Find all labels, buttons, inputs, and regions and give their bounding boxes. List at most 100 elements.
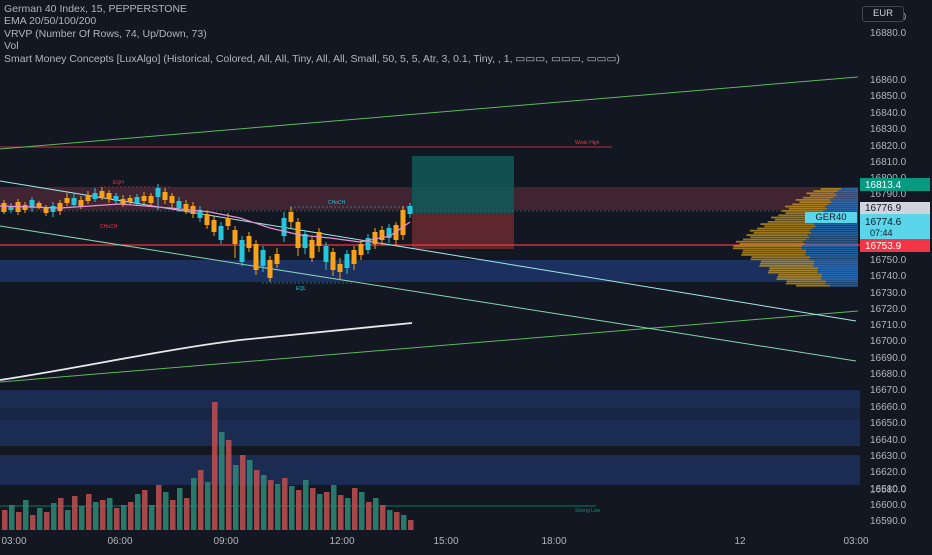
vol-legend[interactable]: Vol bbox=[4, 40, 19, 53]
profile-row-down bbox=[829, 199, 858, 201]
candle-body bbox=[169, 196, 175, 203]
volume-bars bbox=[2, 402, 414, 530]
profile-row-up bbox=[735, 240, 804, 243]
profile-row-down bbox=[805, 251, 858, 254]
profile-row-down bbox=[833, 196, 858, 199]
profile-row-down bbox=[806, 249, 858, 252]
volume-bar bbox=[345, 498, 351, 530]
volume-bar bbox=[86, 494, 92, 530]
volume-bar bbox=[177, 488, 183, 530]
volume-bar bbox=[93, 502, 99, 530]
profile-row-up bbox=[820, 188, 842, 190]
volume-bar bbox=[289, 486, 295, 530]
volume-bar bbox=[324, 492, 330, 530]
choch-label-1: CHoCH bbox=[328, 200, 346, 206]
candle-body bbox=[78, 200, 84, 206]
price-badge-stop-text: 16753.9 bbox=[865, 241, 902, 252]
profile-row-down bbox=[825, 282, 858, 285]
candle-body bbox=[218, 226, 224, 240]
profile-row-down bbox=[817, 269, 858, 272]
symbol-title[interactable]: German 40 Index, 15, PEPPERSTONE bbox=[4, 3, 188, 15]
candle-body bbox=[365, 238, 371, 250]
volume-bar bbox=[226, 440, 232, 530]
time-tick-label: 12:00 bbox=[329, 536, 354, 547]
candle-body bbox=[120, 199, 126, 204]
profile-row-up bbox=[810, 194, 837, 197]
candle-body bbox=[302, 234, 308, 248]
candle-body bbox=[379, 230, 385, 240]
profile-row-up bbox=[749, 229, 810, 232]
order-block-3 bbox=[0, 420, 860, 446]
time-axis[interactable]: 03:00 06:00 09:00 12:00 15:00 18:00 12 03:00 bbox=[0, 530, 932, 550]
volume-bar bbox=[163, 492, 169, 530]
time-tick-label: 18:00 bbox=[541, 536, 566, 547]
chart-canvas[interactable]: Weak High Strong Low CHoCH CHoCH EQH EQL bbox=[0, 0, 860, 530]
price-tick-label: 16670.0 bbox=[870, 385, 907, 396]
volume-bar bbox=[219, 432, 225, 530]
candle-body bbox=[113, 196, 119, 201]
volume-bar bbox=[212, 402, 218, 530]
ema-20-line bbox=[0, 203, 411, 243]
profile-row-down bbox=[801, 247, 858, 250]
volume-bar bbox=[79, 506, 85, 530]
volume-bar bbox=[23, 500, 29, 530]
price-tick-label: 16660.0 bbox=[870, 402, 907, 413]
profile-row-up bbox=[796, 284, 831, 287]
time-tick-label: 12 bbox=[734, 536, 746, 547]
profile-row-down bbox=[837, 190, 858, 192]
profile-row-up bbox=[778, 214, 823, 217]
candle-body bbox=[8, 206, 14, 210]
profile-row-up bbox=[769, 267, 819, 269]
price-badge-stop: 16753.9 bbox=[860, 239, 930, 252]
price-badge-target: 16813.4 bbox=[860, 178, 930, 191]
candle-body bbox=[400, 210, 406, 235]
profile-row-down bbox=[807, 234, 858, 236]
profile-row-up bbox=[781, 210, 824, 212]
candle-body bbox=[36, 203, 42, 207]
currency-button[interactable]: EUR bbox=[862, 6, 904, 22]
profile-row-down bbox=[814, 260, 858, 263]
candle-body bbox=[281, 218, 287, 236]
profile-row-down bbox=[815, 225, 858, 228]
candle-body bbox=[253, 244, 259, 270]
profile-row-up bbox=[799, 201, 832, 203]
volume-bar bbox=[121, 505, 127, 530]
candle-body bbox=[57, 203, 63, 211]
candle-body bbox=[71, 198, 77, 205]
price-axis[interactable]: 16900.016880.016860.016850.016840.016830… bbox=[860, 0, 932, 530]
price-tick-label: 16610.0 bbox=[870, 484, 907, 495]
chart-pane[interactable]: Weak High Strong Low CHoCH CHoCH EQH EQL… bbox=[0, 0, 860, 530]
volume-bar bbox=[303, 480, 309, 530]
smc-legend[interactable]: Smart Money Concepts [LuxAlgo] (Historic… bbox=[4, 52, 620, 65]
candle-body bbox=[351, 250, 357, 264]
volume-bar bbox=[51, 503, 57, 530]
volume-bar bbox=[254, 470, 260, 530]
price-tick-label: 16710.0 bbox=[870, 320, 907, 331]
profile-row-up bbox=[764, 225, 816, 228]
volume-bar bbox=[275, 484, 281, 530]
candle-body bbox=[92, 193, 98, 199]
volume-bar bbox=[296, 490, 302, 530]
volume-bar bbox=[352, 488, 358, 530]
profile-row-down bbox=[804, 243, 858, 245]
channel-line-1 bbox=[0, 180, 857, 322]
ema-legend[interactable]: EMA 20/50/100/200 bbox=[4, 15, 97, 28]
price-tick-label: 16620.0 bbox=[870, 467, 907, 478]
candle-body bbox=[29, 200, 35, 207]
price-tick-label: 16730.0 bbox=[870, 288, 907, 299]
price-tick-label: 16720.0 bbox=[870, 304, 907, 315]
price-tick-label: 16580.0 bbox=[870, 485, 907, 496]
vrvp-legend[interactable]: VRVP (Number Of Rows, 74, Up/Down, 73) bbox=[4, 27, 207, 40]
profile-row-up bbox=[750, 236, 810, 239]
candle-body bbox=[155, 188, 161, 197]
profile-row-down bbox=[810, 256, 858, 258]
profile-row-up bbox=[743, 238, 807, 241]
volume-bar bbox=[240, 455, 246, 530]
profile-row-up bbox=[742, 251, 806, 254]
candle-body bbox=[197, 210, 203, 218]
profile-row-down bbox=[818, 267, 858, 269]
volume-bar bbox=[380, 505, 386, 530]
channel-line-2 bbox=[0, 225, 857, 362]
price-badge-bid-text: 16774.6 bbox=[865, 217, 902, 228]
candle-body bbox=[309, 240, 315, 258]
